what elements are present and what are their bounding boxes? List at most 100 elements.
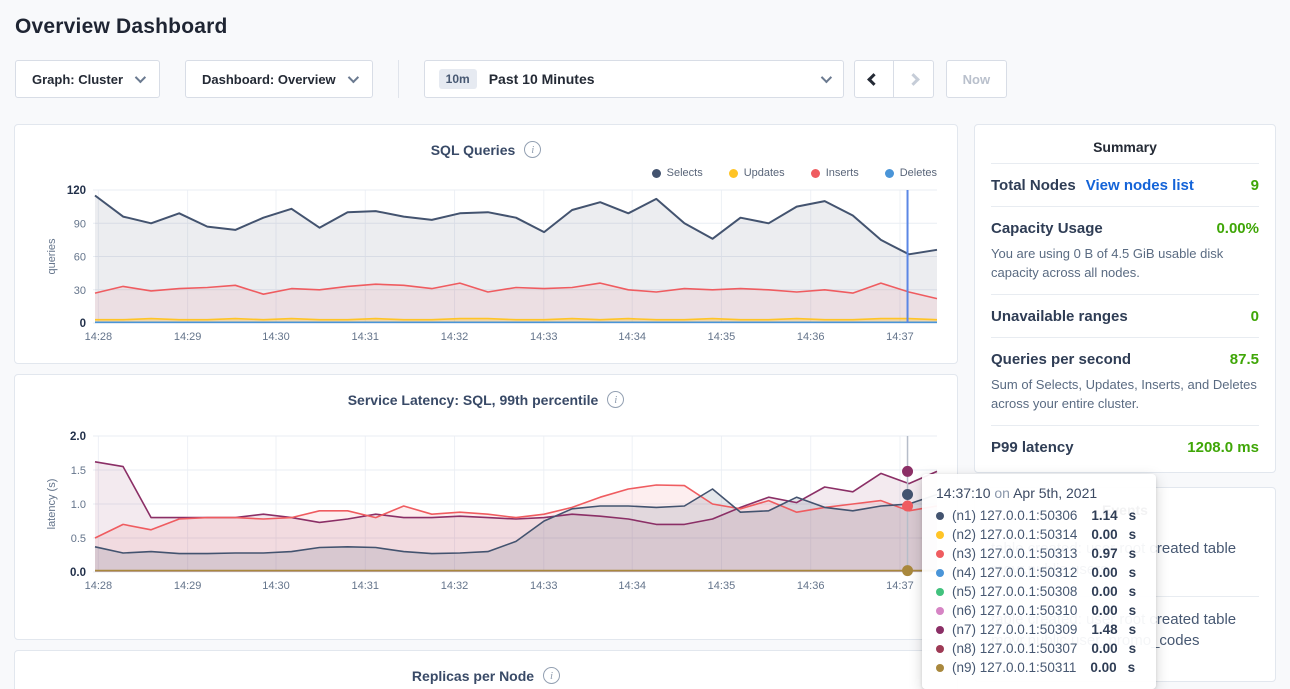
tooltip-time: 14:37:10	[936, 485, 991, 501]
tooltip-node-label: (n5) 127.0.0.1:50308	[952, 584, 1078, 599]
series-dot-icon	[936, 530, 944, 539]
summary-subtext: Sum of Selects, Updates, Inserts, and De…	[991, 377, 1257, 411]
previous-time-button[interactable]	[853, 60, 894, 98]
tooltip-on-text: on	[994, 485, 1010, 501]
tooltip-value: 0.97	[1091, 546, 1118, 561]
dashboard-layout: SQL Queries Selects Updates Inserts Deletes…	[14, 124, 1276, 689]
tooltip-node-label: (n8) 127.0.0.1:50307	[952, 641, 1078, 656]
summary-label: Queries per second	[991, 351, 1132, 368]
legend-item-updates[interactable]: Updates	[728, 166, 785, 180]
svg-text:60: 60	[74, 252, 86, 264]
summary-row: Capacity Usage 0.00% You are using 0 B of …	[991, 206, 1259, 294]
tooltip-node-label: (n1) 127.0.0.1:50306	[952, 508, 1078, 523]
tooltip-value: 1.14	[1091, 508, 1118, 523]
tooltip-node-label: (n9) 127.0.0.1:50311	[952, 660, 1077, 675]
tooltip-row: (n8) 127.0.0.1:50307 0.00 s	[936, 639, 1142, 658]
time-range-picker[interactable]: 10m Past 10 Minutes	[423, 60, 844, 98]
svg-text:14:35: 14:35	[708, 331, 736, 343]
tooltip-value: 0.00	[1091, 641, 1118, 656]
summary-row: Total Nodes View nodes list 9	[991, 163, 1259, 206]
summary-label: Unavailable ranges	[991, 308, 1128, 325]
next-time-button[interactable]	[893, 60, 934, 98]
view-nodes-list-link[interactable]: View nodes list	[1085, 177, 1194, 194]
svg-text:14:28: 14:28	[85, 331, 113, 343]
tooltip-timestamp: 14:37:10 on Apr 5th, 2021	[936, 485, 1142, 501]
summary-row: Unavailable ranges 0	[991, 294, 1259, 337]
tooltip-row: (n9) 127.0.0.1:50311 0.00 s	[936, 658, 1142, 677]
summary-value: 0.00%	[1216, 220, 1259, 237]
chevron-right-icon	[906, 72, 920, 86]
series-dot-icon	[936, 644, 944, 653]
time-range-badge: 10m	[438, 69, 477, 89]
svg-text:14:33: 14:33	[530, 580, 558, 592]
sql-queries-panel: SQL Queries Selects Updates Inserts Deletes…	[14, 124, 958, 364]
summary-value: 1208.0 ms	[1187, 439, 1259, 456]
series-dot-icon	[936, 606, 944, 615]
series-dot-icon	[936, 511, 944, 520]
tooltip-date: Apr 5th, 2021	[1013, 485, 1098, 501]
tooltip-value: 0.00	[1091, 527, 1118, 542]
tooltip-value: 0.00	[1091, 603, 1118, 618]
legend-label: Inserts	[825, 167, 859, 179]
service-latency-chart[interactable]: 14:28 14:29 14:30 14:31 14:32 14:33 14:34 14:35…	[31, 430, 941, 600]
svg-text:0: 0	[80, 318, 86, 330]
time-range-label: Past 10 Minutes	[488, 71, 595, 87]
tooltip-node-label: (n4) 127.0.0.1:50312	[952, 565, 1078, 580]
tooltip-value: 0.00	[1091, 584, 1118, 599]
tooltip-value: 0.00	[1090, 660, 1117, 675]
info-icon[interactable]	[607, 391, 625, 408]
svg-text:14:34: 14:34	[618, 331, 646, 343]
tooltip-row: (n2) 127.0.0.1:50314 0.00 s	[936, 525, 1142, 544]
svg-text:14:32: 14:32	[441, 580, 469, 592]
tooltip-row: (n7) 127.0.0.1:50309 1.48 s	[936, 620, 1142, 639]
legend-label: Updates	[743, 167, 785, 179]
tooltip-node-label: (n2) 127.0.0.1:50314	[952, 527, 1078, 542]
svg-text:14:31: 14:31	[352, 580, 380, 592]
chart-title: Service Latency: SQL, 99th percentile	[347, 391, 599, 408]
legend-dot-icon	[884, 168, 894, 178]
series-dot-icon	[936, 568, 944, 577]
legend-label: Deletes	[899, 167, 937, 179]
tooltip-unit: s	[1127, 660, 1136, 675]
time-step-buttons	[853, 60, 934, 98]
graph-dropdown[interactable]: Graph: Cluster	[15, 60, 161, 98]
svg-text:14:30: 14:30	[262, 331, 290, 343]
svg-text:14:31: 14:31	[352, 331, 380, 343]
svg-text:14:36: 14:36	[797, 331, 825, 343]
svg-text:14:28: 14:28	[85, 580, 113, 592]
info-icon[interactable]	[543, 667, 561, 684]
tooltip-row: (n1) 127.0.0.1:50306 1.14 s	[936, 506, 1142, 525]
legend-item-inserts[interactable]: Inserts	[810, 166, 859, 180]
svg-text:1.5: 1.5	[71, 465, 86, 477]
sql-queries-chart[interactable]: 14:28 14:29 14:30 14:31 14:32 14:33 14:34 14:35…	[31, 182, 941, 348]
controls-bar: Graph: Cluster Dashboard: Overview 10m P…	[15, 60, 1275, 98]
svg-text:120: 120	[67, 185, 86, 197]
summary-value: 0	[1250, 308, 1259, 325]
charts-column: SQL Queries Selects Updates Inserts Deletes…	[14, 124, 958, 689]
info-icon[interactable]	[524, 141, 542, 158]
svg-text:14:29: 14:29	[174, 580, 202, 592]
tooltip-rows: (n1) 127.0.0.1:50306 1.14 s (n2) 127.0.0.1:…	[936, 506, 1142, 677]
summary-label: Total Nodes	[991, 177, 1076, 194]
legend-item-selects[interactable]: Selects	[651, 166, 703, 180]
svg-text:14:29: 14:29	[174, 331, 202, 343]
legend-dot-icon	[810, 168, 820, 178]
chart-title: SQL Queries	[430, 141, 516, 158]
svg-text:90: 90	[74, 218, 86, 230]
summary-row: Queries per second 87.5 Sum of Selects, Up…	[991, 337, 1259, 425]
tooltip-row: (n6) 127.0.0.1:50310 0.00 s	[936, 601, 1142, 620]
summary-subtext: You are using 0 B of 4.5 GiB usable disk…	[991, 246, 1224, 280]
legend-label: Selects	[666, 167, 703, 179]
legend-item-deletes[interactable]: Deletes	[884, 166, 937, 180]
chart-header: SQL Queries	[31, 141, 941, 158]
now-button[interactable]: Now	[945, 60, 1008, 98]
svg-text:14:37: 14:37	[886, 580, 914, 592]
page-header: Overview Dashboard	[0, 0, 1290, 39]
svg-text:2.0: 2.0	[70, 431, 86, 443]
dashboard-dropdown[interactable]: Dashboard: Overview	[185, 60, 373, 98]
tooltip-unit: s	[1128, 508, 1137, 523]
summary-title: Summary	[1093, 139, 1157, 155]
summary-value: 87.5	[1229, 351, 1259, 368]
summary-value: 9	[1250, 177, 1259, 194]
